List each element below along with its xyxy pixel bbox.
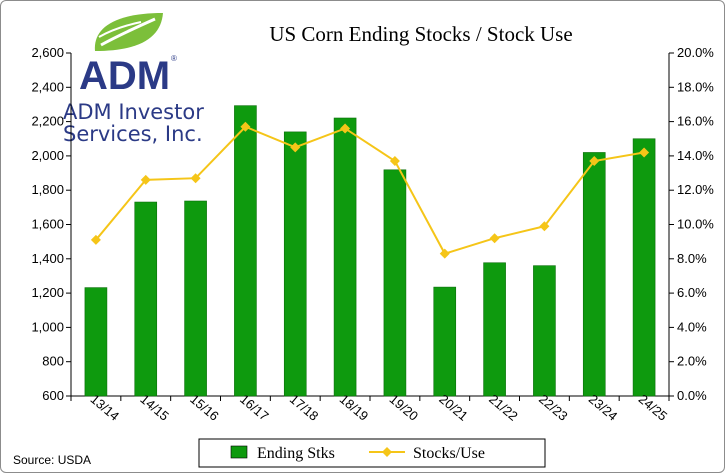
legend-label-ending-stks: Ending Stks — [257, 445, 335, 462]
chart-title: US Corn Ending Stocks / Stock Use — [269, 22, 572, 46]
point-stocks-use — [290, 142, 301, 153]
bar-ending-stks — [84, 287, 108, 397]
right-tick-label: 10.0% — [677, 217, 714, 232]
left-tick-label: 2,200 — [31, 114, 64, 129]
logo-line-2: Services, Inc. — [63, 122, 203, 146]
left-tick-label: 2,000 — [31, 148, 64, 163]
left-tick-label: 1,000 — [31, 319, 64, 334]
bar-ending-stks — [483, 262, 506, 397]
left-tick-label: 2,400 — [31, 79, 64, 94]
bar-ending-stks — [632, 138, 656, 397]
legend-marker-stocks-use — [382, 447, 392, 457]
right-tick-label: 2.0% — [677, 354, 707, 369]
bar-ending-stks — [383, 169, 407, 397]
source-note: Source: USDA — [13, 453, 91, 467]
logo-registered-mark: ® — [171, 54, 177, 63]
left-tick-label: 600 — [42, 388, 64, 403]
point-stocks-use — [240, 121, 251, 132]
left-tick-label: 2,600 — [31, 45, 64, 60]
bar-ending-stks — [234, 105, 257, 397]
bar-ending-stks — [134, 201, 158, 397]
point-stocks-use — [589, 156, 600, 167]
point-stocks-use — [90, 234, 101, 245]
left-tick-label: 1,400 — [31, 251, 64, 266]
bar-ending-stks — [184, 200, 207, 397]
right-tick-label: 14.0% — [677, 148, 714, 163]
bar-ending-stks — [333, 117, 357, 397]
left-tick-label: 1,200 — [31, 285, 64, 300]
point-stocks-use — [340, 123, 351, 134]
bar-ending-stks — [533, 265, 556, 397]
bar-ending-stks — [283, 131, 307, 397]
logo-line-1: ADM Investor — [63, 100, 204, 124]
right-tick-label: 18.0% — [677, 79, 714, 94]
right-tick-label: 0.0% — [677, 388, 707, 403]
logo-name: ADM — [79, 54, 170, 98]
legend-label-stocks-use: Stocks/Use — [413, 445, 485, 462]
left-tick-label: 800 — [42, 354, 64, 369]
point-stocks-use — [489, 233, 500, 244]
left-tick-label: 1,600 — [31, 217, 64, 232]
point-stocks-use — [639, 147, 650, 158]
point-stocks-use — [539, 221, 550, 232]
left-tick-label: 1,800 — [31, 182, 64, 197]
right-tick-label: 20.0% — [677, 45, 714, 60]
point-stocks-use — [439, 248, 450, 259]
right-tick-label: 16.0% — [677, 114, 714, 129]
right-tick-label: 6.0% — [677, 285, 707, 300]
bar-ending-stks — [582, 152, 606, 397]
line-stocks-use — [95, 125, 645, 255]
point-stocks-use — [140, 174, 151, 185]
right-tick-label: 12.0% — [677, 182, 714, 197]
right-tick-label: 8.0% — [677, 251, 707, 266]
legend-swatch-ending-stks — [230, 445, 248, 459]
point-stocks-use — [190, 173, 201, 184]
bar-ending-stks — [433, 286, 457, 397]
point-stocks-use — [389, 156, 400, 167]
legend: Ending Stks Stocks/Use — [198, 438, 546, 468]
right-tick-label: 4.0% — [677, 319, 707, 334]
adm-logo: ADM ® ADM Investor Services, Inc. — [63, 13, 204, 146]
